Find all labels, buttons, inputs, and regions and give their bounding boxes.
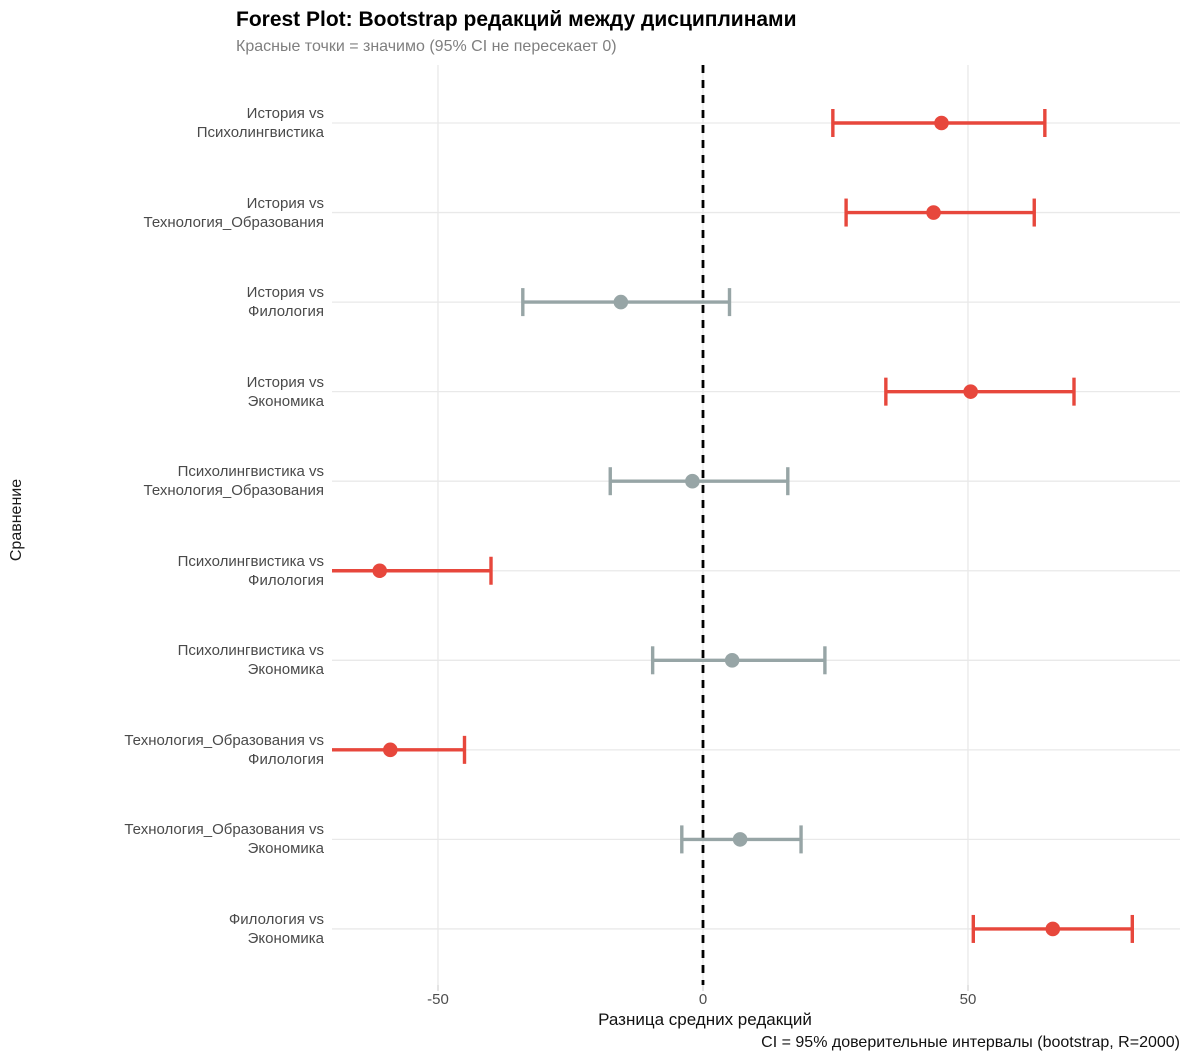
estimate-point: [926, 205, 941, 220]
y-axis-label: Технология_Образования vs Экономика: [124, 821, 324, 858]
y-axis-label: Технология_Образования vs Филология: [124, 731, 324, 768]
chart-subtitle: Красные точки = значимо (95% CI не перес…: [236, 38, 617, 55]
estimate-point: [934, 115, 949, 131]
y-axis-label: Психолингвистика vs Экономика: [177, 642, 324, 679]
estimate-point: [963, 384, 978, 399]
x-tick-label: 50: [959, 991, 977, 1008]
y-axis-label: Филология vs Экономика: [228, 910, 324, 947]
y-axis-label: История vs Психолингвистика: [196, 105, 324, 141]
x-tick-label: -50: [427, 991, 449, 1008]
estimate-point: [732, 832, 748, 847]
y-axis-label: История vs Экономика: [246, 373, 324, 410]
plot-panel: [332, 65, 1180, 991]
estimate-point: [613, 294, 629, 310]
y-axis-label: Психолингвистика vs Технология_Образовани…: [143, 463, 324, 500]
estimate-point: [724, 653, 740, 668]
estimate-point: [383, 742, 398, 758]
estimate-point: [1045, 921, 1061, 937]
estimate-point: [372, 563, 387, 579]
y-axis-label: История vs Филология: [246, 284, 324, 321]
x-tick-label: 0: [698, 991, 708, 1008]
y-axis-label: Психолингвистика vs Филология: [177, 552, 324, 589]
chart-title: Forest Plot: Bootstrap редакций между ди…: [236, 8, 797, 31]
x-axis-tick-labels: -50 0 50: [0, 991, 1186, 1011]
estimate-point: [685, 473, 700, 489]
chart-caption: CI = 95% доверительные интервалы (bootst…: [761, 1034, 1180, 1051]
y-axis-label: История vs Технология_Образования: [143, 194, 324, 231]
x-axis-title: Разница средних редакций: [598, 1010, 812, 1029]
